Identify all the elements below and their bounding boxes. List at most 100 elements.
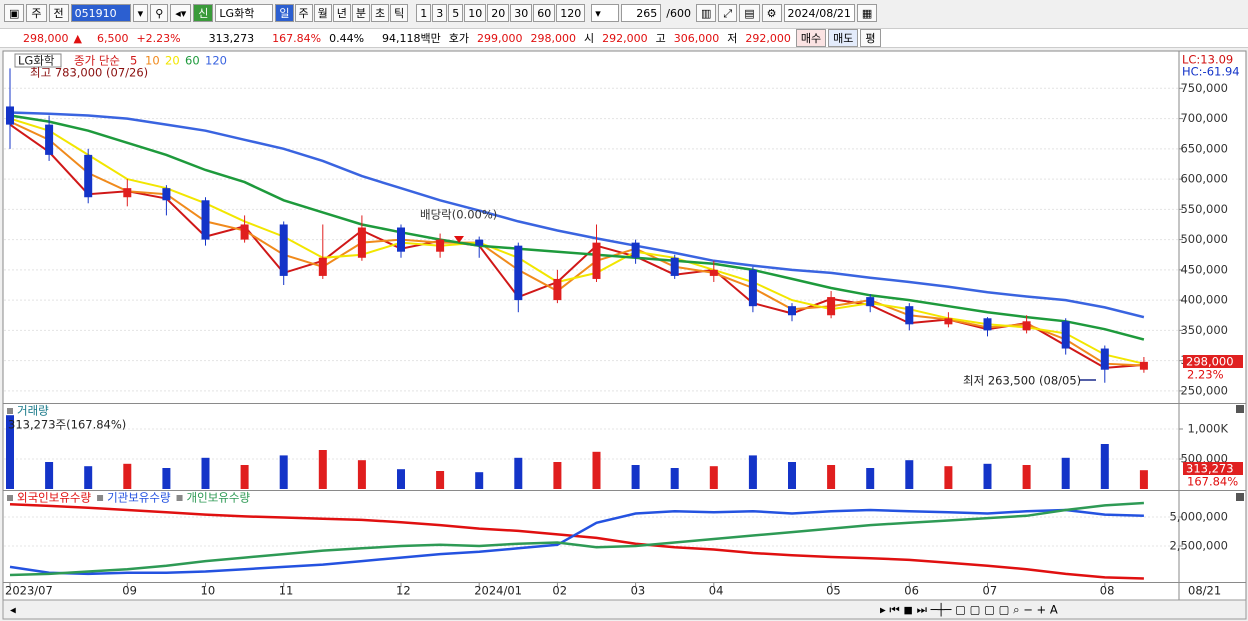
candle-body	[748, 269, 757, 307]
spacer-input[interactable]: ▾	[591, 4, 620, 22]
volume-bar	[866, 468, 875, 489]
interval-button[interactable]: 10	[464, 4, 487, 22]
period-button[interactable]: 월	[313, 4, 332, 22]
interval-button[interactable]: 3	[432, 4, 448, 22]
last-price-box	[1183, 355, 1243, 368]
legend-entry: 5	[130, 54, 137, 68]
candle-body	[592, 242, 601, 279]
y-tick-label: 1,000K	[1188, 422, 1229, 436]
turnover: 0.44%	[329, 31, 365, 45]
period-button[interactable]: 주	[294, 4, 313, 22]
settings-button[interactable]: ⚙	[761, 4, 782, 22]
buy-button[interactable]: 매수	[795, 29, 827, 47]
candle-body	[279, 224, 288, 276]
period-button[interactable]: 틱	[390, 4, 409, 22]
y-tick-label: 750,000	[1180, 81, 1228, 95]
interval-button[interactable]: 20	[487, 4, 510, 22]
sound-button[interactable]: ◂▾	[170, 4, 192, 22]
change: 6,500	[96, 31, 129, 45]
interval-button[interactable]: 30	[510, 4, 533, 22]
x-tick-label: 05	[826, 584, 841, 598]
candle-body	[397, 227, 405, 252]
y-tick-label: 350,000	[1180, 323, 1228, 337]
market-select[interactable]: 주	[26, 4, 47, 22]
candle-body	[123, 188, 132, 198]
candle-body	[709, 269, 718, 276]
scrollbar[interactable]	[2, 599, 1247, 620]
y-tick-label: 500,000	[1180, 232, 1228, 246]
x-tick-label: 03	[631, 584, 646, 598]
hc-label: HC:-61.94	[1182, 65, 1240, 79]
volume-bar	[1100, 444, 1109, 489]
search-button[interactable]: ▾	[132, 4, 149, 22]
high-annotation: 최고 783,000 (07/26)	[30, 66, 148, 80]
tool-button[interactable]: ▥	[696, 4, 717, 22]
panel-close[interactable]	[1236, 493, 1244, 501]
candle-body	[670, 257, 679, 276]
new-badge: 신	[193, 4, 214, 22]
legend-entry: 20	[165, 54, 180, 68]
sell-button[interactable]: 매도	[828, 29, 859, 47]
x-tick-label: 06	[904, 584, 919, 598]
candle-body	[631, 242, 640, 258]
period-button[interactable]: 초	[371, 4, 390, 22]
code-input[interactable]: 051910	[70, 4, 131, 22]
interval-button[interactable]: 60	[533, 4, 556, 22]
volume-bar	[748, 455, 757, 489]
count-max: /600	[666, 6, 691, 20]
period-button[interactable]: 분	[351, 4, 371, 22]
last-price-label: 298,000	[1186, 355, 1234, 369]
volume-bar	[45, 462, 54, 489]
save-button[interactable]: ▤	[739, 4, 760, 22]
candle-body	[475, 239, 484, 246]
interval-button[interactable]: 1	[416, 4, 432, 22]
legend-box	[7, 408, 13, 414]
y-tick-label: 450,000	[1180, 262, 1228, 276]
panel-subtitle: 313,273주(167.84%)	[8, 418, 126, 432]
date-input[interactable]: 2024/08/21	[783, 4, 855, 22]
period-button[interactable]: 일	[275, 4, 294, 22]
candle-body	[357, 227, 366, 258]
y-tick-label: 650,000	[1180, 141, 1228, 155]
volume-bar	[84, 466, 93, 489]
interval-button[interactable]: 120	[556, 4, 586, 22]
volume-bar	[553, 462, 562, 489]
avg-button[interactable]: 평	[860, 29, 881, 47]
change-pct: +2.23%	[136, 31, 181, 45]
x-tick-label: 12	[396, 584, 411, 598]
candle-body	[436, 239, 445, 252]
volume-bar	[709, 466, 718, 489]
x-tick-label: 09	[122, 584, 137, 598]
x-tick-label: 02	[552, 584, 567, 598]
y-tick-label: 550,000	[1180, 202, 1228, 216]
moving-average-line	[9, 114, 1145, 341]
volume-bar	[944, 466, 953, 489]
search-button[interactable]: ⚲	[150, 4, 169, 22]
quote-bar: 298,000 ▲ 6,500 +2.23% 313,273 167.84% 0…	[0, 28, 1248, 48]
volume-ratio: 167.84%	[272, 31, 322, 45]
layout-button[interactable]: ▣	[4, 4, 25, 22]
last-ratio-label: 167.84%	[1187, 475, 1238, 489]
prev-button[interactable]: 전	[48, 4, 69, 22]
bid-label: 호가	[448, 32, 470, 45]
period-button[interactable]: 년	[332, 4, 351, 22]
candle-body	[514, 245, 523, 301]
bid: 298,000	[530, 31, 577, 45]
panel-close[interactable]	[1236, 405, 1244, 413]
candle-body	[827, 297, 836, 316]
interval-button[interactable]: 5	[448, 4, 464, 22]
candle-body	[866, 297, 875, 307]
legend-entry: 60	[185, 54, 200, 68]
calendar-button[interactable]: ▦	[856, 4, 878, 22]
high: 306,000	[673, 31, 720, 45]
tool-button[interactable]: ⤢	[718, 4, 738, 22]
x-tick-label: 04	[709, 584, 724, 598]
x-tick-label: 10	[201, 584, 216, 598]
volume-bar	[201, 457, 210, 489]
volume-bar	[475, 472, 484, 489]
count-input[interactable]: 265	[621, 4, 662, 22]
y-tick-label: 700,000	[1180, 111, 1228, 125]
